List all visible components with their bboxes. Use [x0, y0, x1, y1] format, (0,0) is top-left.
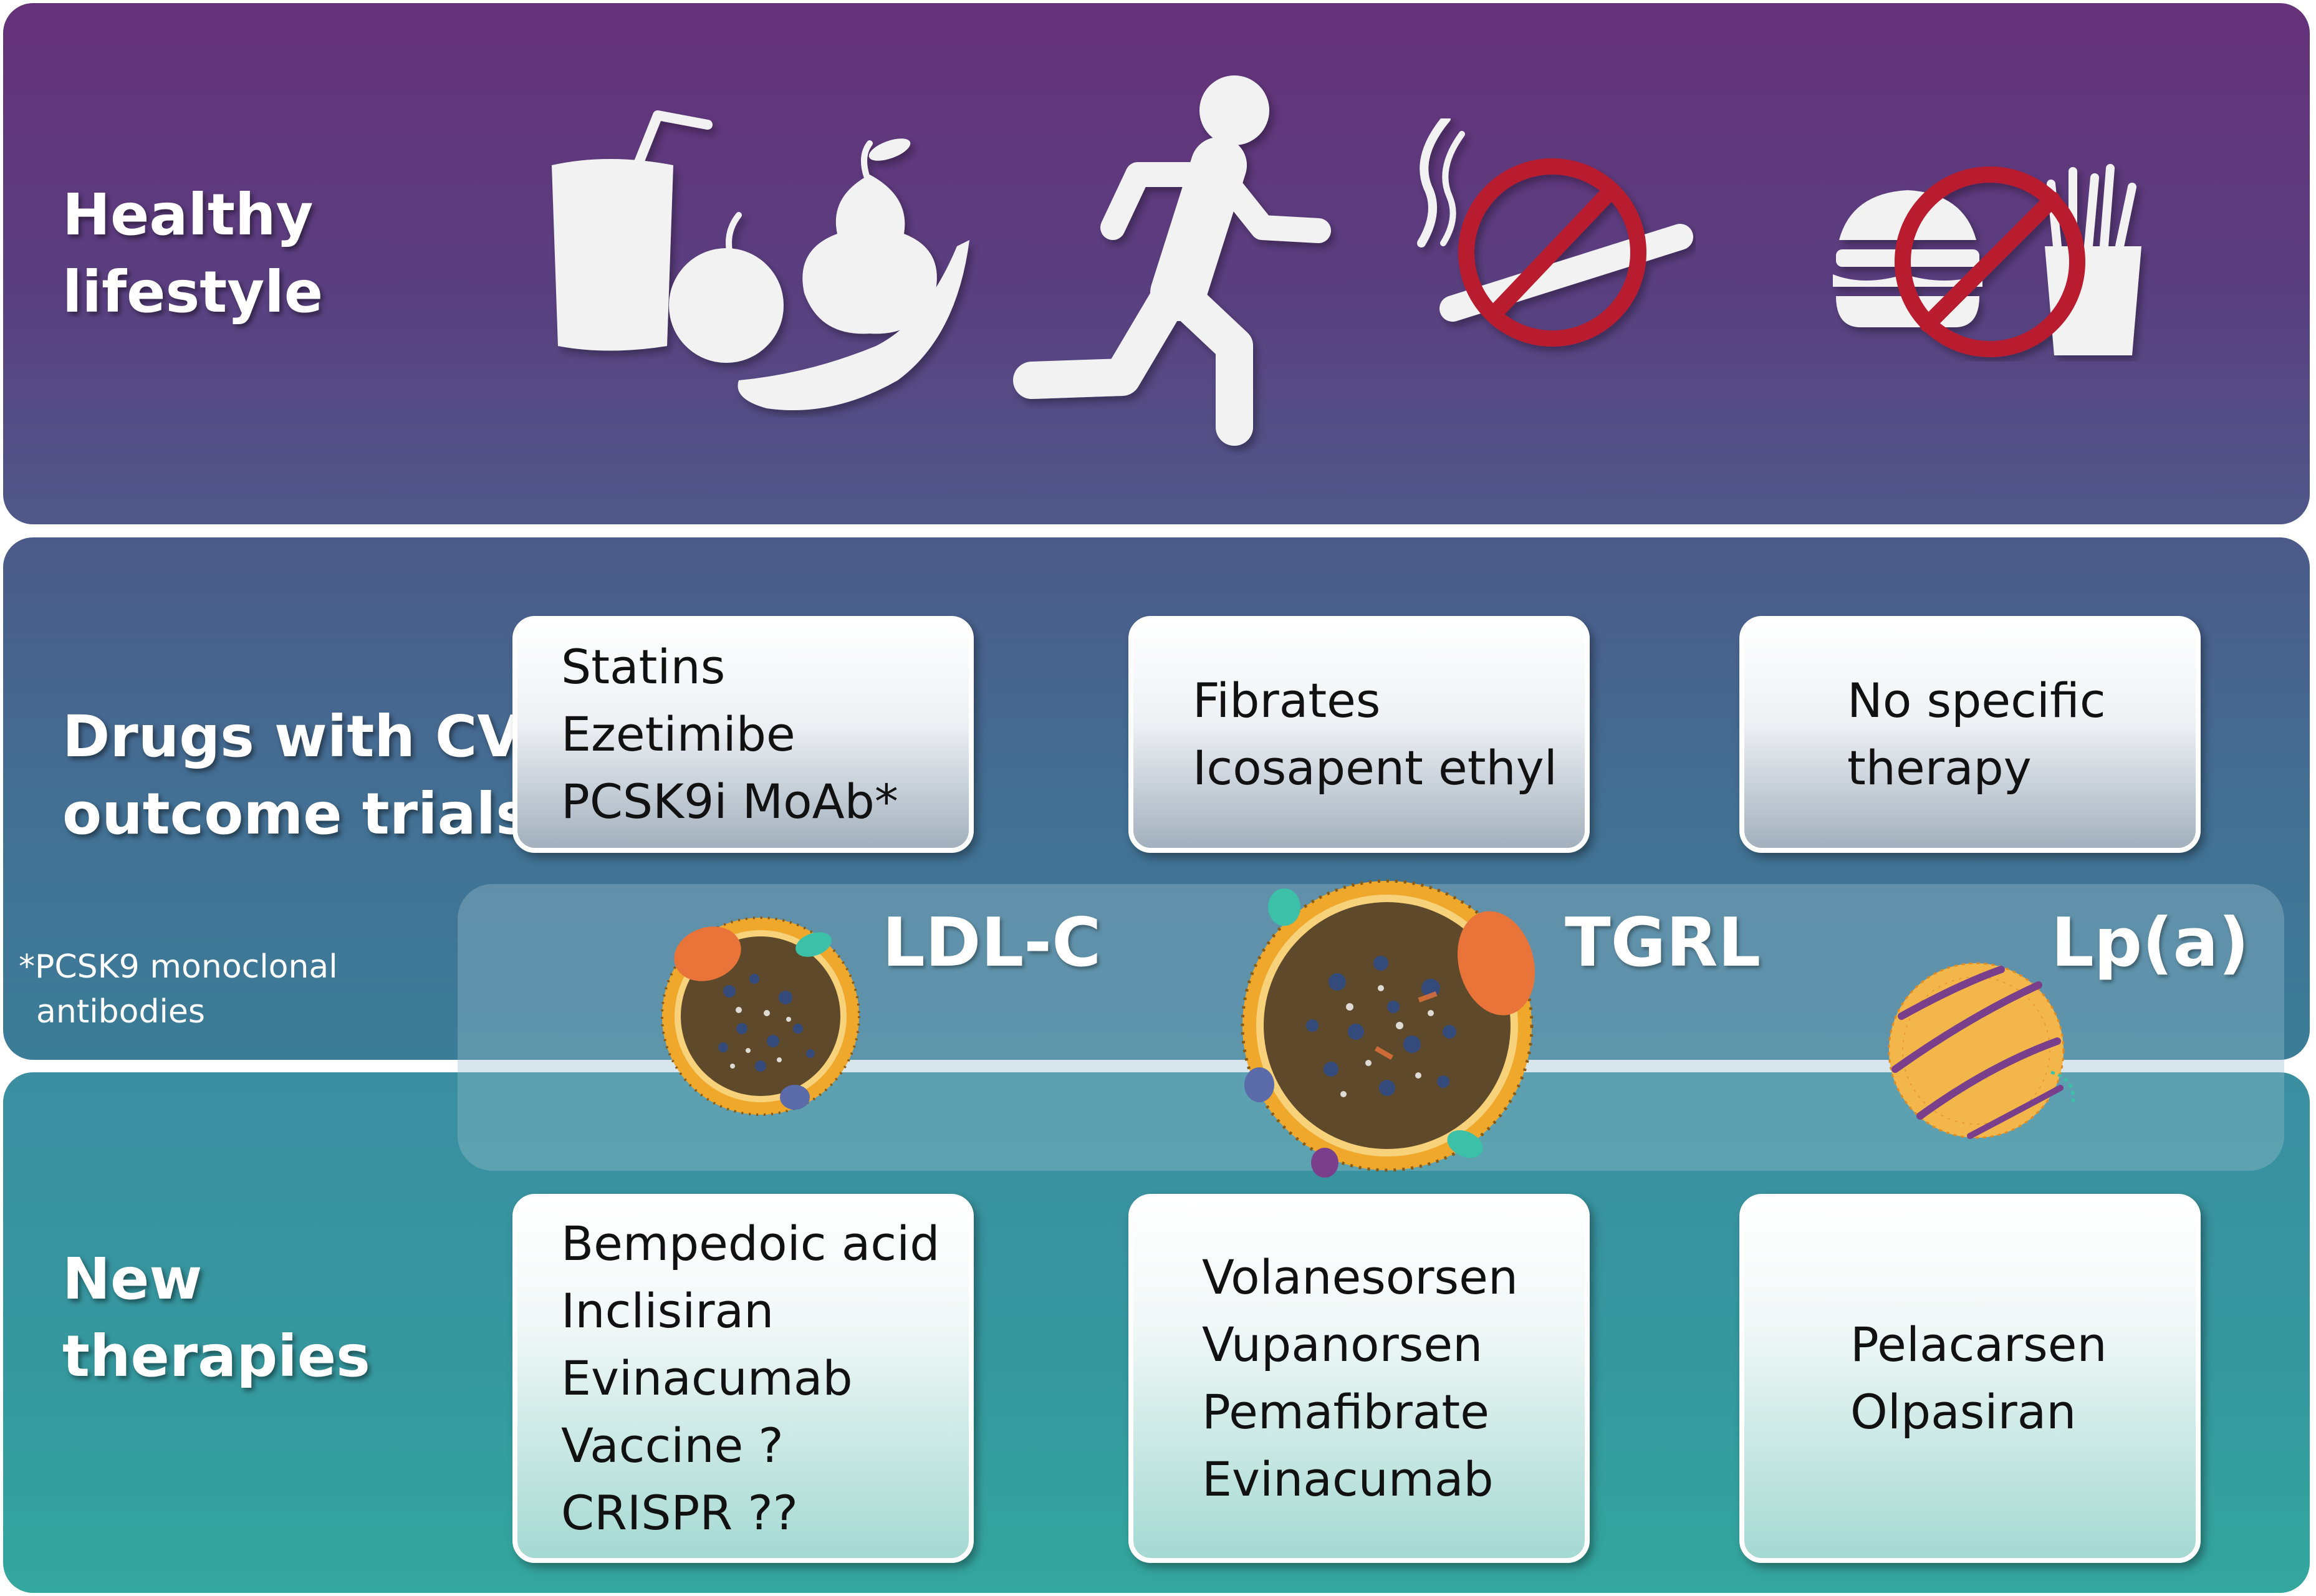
running-person-icon: [1013, 75, 1331, 446]
therapy-item: Pelacarsen: [1850, 1317, 2107, 1372]
ldl-new-therapies-box: Bempedoic acid Inclisiran Evinacumab Vac…: [512, 1194, 974, 1563]
ldl-drugs-box: Statins Ezetimibe PCSK9i MoAb*: [512, 616, 974, 853]
tgrl-drugs-box: Fibrates Icosapent ethyl: [1128, 616, 1590, 853]
tgrl-label: TGRL: [1565, 904, 1761, 982]
therapy-item: Vupanorsen: [1202, 1317, 1483, 1372]
therapy-item: Vaccine ?: [561, 1418, 784, 1473]
no-smoking-icon: [1417, 118, 1693, 347]
ldl-particle-icon: [661, 916, 860, 1116]
tgrl-new-therapies-box: Volanesorsen Vupanorsen Pemafibrate Evin…: [1128, 1194, 1590, 1563]
band-divider: [3, 1060, 2310, 1072]
ldl-c-label: LDL-C: [882, 904, 1102, 982]
footnote: *PCSK9 monoclonal antibodies: [19, 945, 338, 1034]
drugs-cv-outcome-title: Drugs with CV outcome trials: [62, 698, 530, 853]
drug-item: therapy: [1847, 740, 2032, 796]
therapy-item: Bempedoic acid: [561, 1216, 940, 1271]
lpa-new-therapies-box: Pelacarsen Olpasiran: [1739, 1194, 2201, 1563]
footnote-line: *PCSK9 monoclonal: [19, 948, 338, 986]
footnote-line: antibodies: [36, 993, 206, 1031]
therapy-item: Inclisiran: [561, 1283, 774, 1339]
title-line: therapies: [62, 1323, 370, 1390]
drug-item: PCSK9i MoAb*: [561, 774, 898, 829]
therapy-item: Pemafibrate: [1202, 1384, 1489, 1440]
drug-item: Fibrates: [1193, 673, 1381, 728]
drug-item: Ezetimibe: [561, 706, 795, 762]
therapy-item: Evinacumab: [1202, 1451, 1494, 1507]
drug-item: Icosapent ethyl: [1193, 740, 1557, 796]
title-line: Healthy: [62, 181, 314, 248]
drug-item: No specific: [1847, 673, 2106, 728]
no-fast-food-icon: [1833, 164, 2141, 357]
therapy-item: Volanesorsen: [1202, 1249, 1519, 1305]
lpa-label: Lp(a): [2051, 904, 2249, 982]
lpa-drugs-box: No specific therapy: [1739, 616, 2201, 853]
lpa-particle-icon: [1888, 962, 2075, 1139]
healthy-lifestyle-title: Healthy lifestyle: [62, 176, 323, 331]
therapy-item: Olpasiran: [1850, 1384, 2077, 1440]
new-therapies-title: New therapies: [62, 1241, 370, 1395]
title-line: Drugs with CV: [62, 703, 522, 770]
therapy-item: Evinacumab: [561, 1350, 853, 1406]
title-line: outcome trials: [62, 781, 530, 847]
drug-item: Statins: [561, 639, 726, 695]
tgrl-particle-icon: [1241, 879, 1535, 1178]
title-line: lifestyle: [62, 259, 324, 325]
therapy-item: CRISPR ??: [561, 1485, 798, 1541]
healthy-food-icon: [552, 110, 969, 410]
title-line: New: [62, 1246, 203, 1312]
